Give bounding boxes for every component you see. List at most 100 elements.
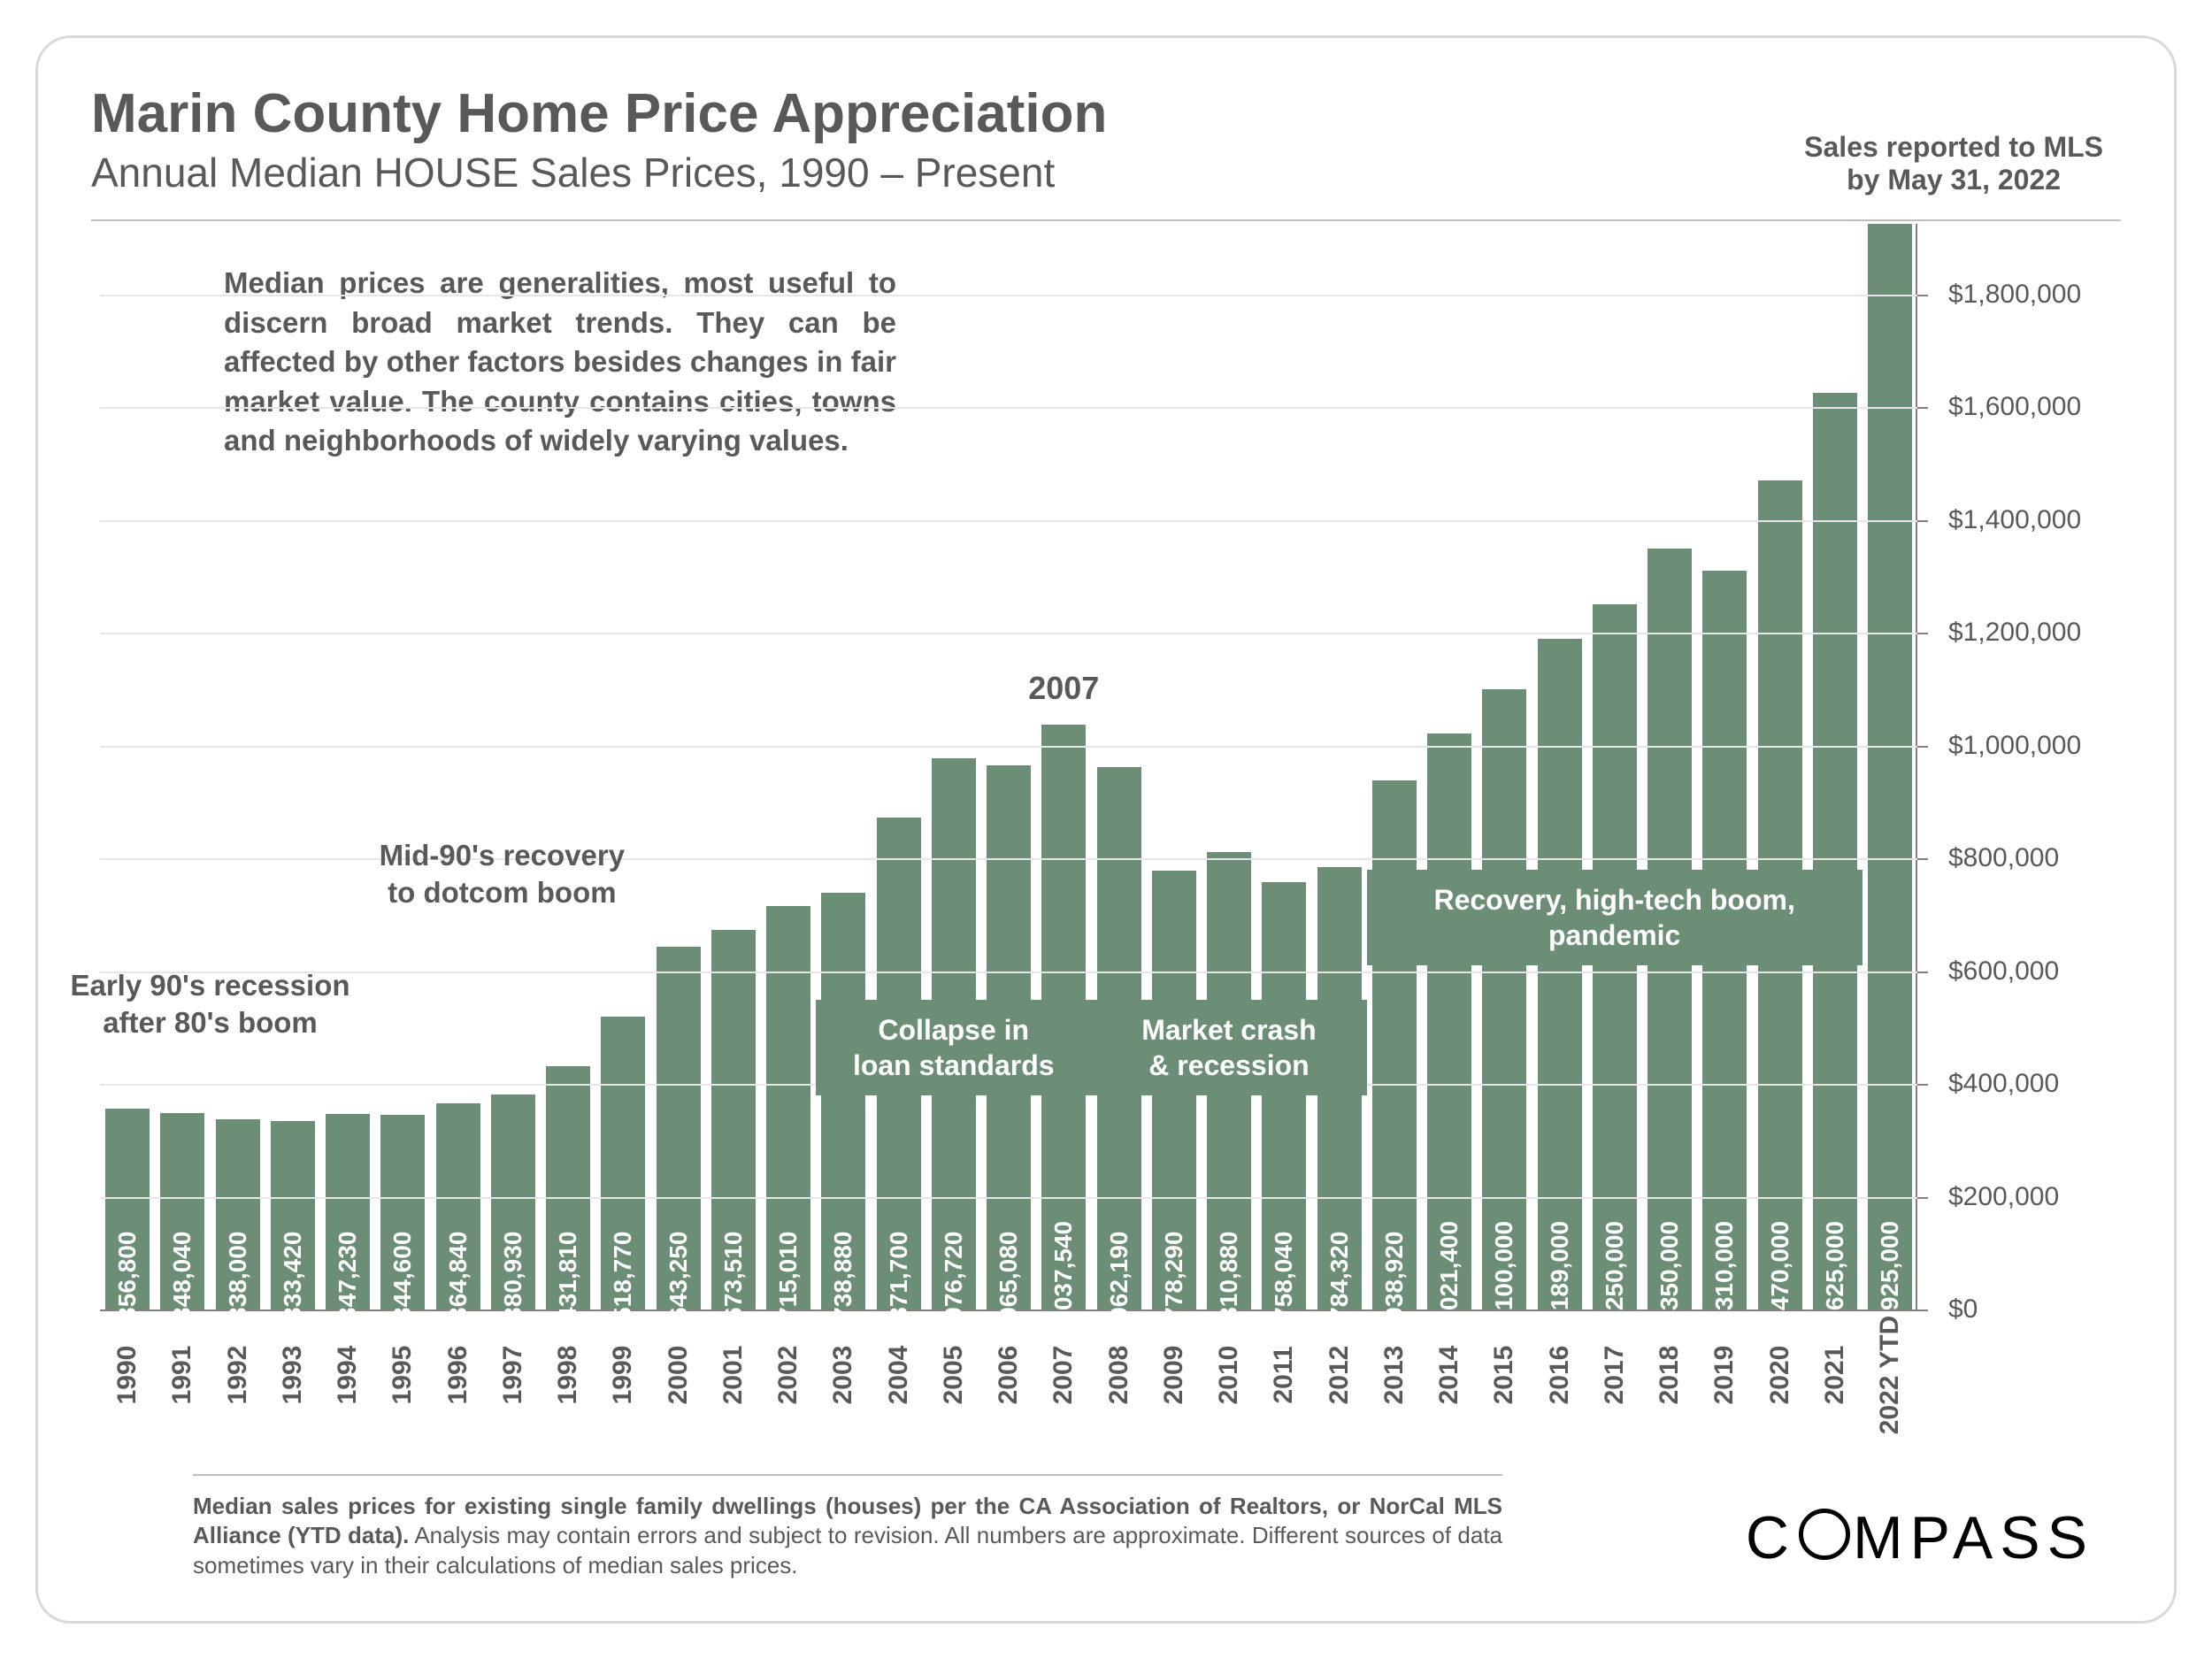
x-label-slot: 2000 <box>651 1320 706 1417</box>
bar: $758,040 <box>1262 882 1306 1310</box>
bar: $364,840 <box>436 1103 480 1310</box>
chart-area: $356,800$348,040$338,000$333,420$347,230… <box>100 224 2112 1409</box>
y-tick-label: $600,000 <box>1948 956 2059 987</box>
bar: $1,100,000 <box>1482 689 1526 1310</box>
bar-slot: $1,189,000 <box>1532 224 1587 1310</box>
x-label-slot: 2008 <box>1092 1320 1147 1417</box>
x-label-slot: 2002 <box>761 1320 816 1417</box>
bar-value-label: $784,320 <box>1325 1232 1354 1335</box>
bars-container: $356,800$348,040$338,000$333,420$347,230… <box>100 224 1917 1310</box>
x-axis-label: 2020 <box>1765 1346 1795 1405</box>
x-label-slot: 1999 <box>595 1320 650 1417</box>
bar-slot: $344,600 <box>375 224 430 1310</box>
bar-slot: $976,720 <box>926 224 981 1310</box>
bar: $1,021,400 <box>1427 733 1471 1310</box>
y-tick-mark <box>1917 972 1928 973</box>
x-axis-label: 1992 <box>223 1346 253 1405</box>
x-axis-label: 2010 <box>1214 1346 1244 1405</box>
header: Marin County Home Price Appreciation Ann… <box>91 82 2121 221</box>
bar-value-label: $344,600 <box>388 1232 417 1335</box>
bar-slot: $1,100,000 <box>1477 224 1532 1310</box>
bar: $344,600 <box>380 1115 425 1310</box>
x-axis-label: 1995 <box>388 1346 418 1405</box>
bar-slot: $938,920 <box>1367 224 1422 1310</box>
grid-line <box>100 746 1917 748</box>
x-axis-label: 1990 <box>112 1346 142 1405</box>
y-tick-label: $400,000 <box>1948 1069 2059 1099</box>
bar-value-label: $518,770 <box>609 1232 637 1335</box>
x-axis-label: 2003 <box>828 1346 858 1405</box>
x-label-slot: 2019 <box>1697 1320 1752 1417</box>
annotation-note: Mid-90's recovery to dotcom boom <box>380 837 626 910</box>
bar-slot: $965,080 <box>981 224 1036 1310</box>
x-label-slot: 1990 <box>100 1320 155 1417</box>
x-label-slot: 1996 <box>431 1320 486 1417</box>
x-axis-label: 2005 <box>939 1346 969 1405</box>
grid-line <box>100 520 1917 522</box>
bar-value-label: $380,930 <box>499 1232 527 1335</box>
bar: $738,880 <box>821 893 865 1310</box>
y-tick-label: $1,200,000 <box>1948 618 2081 648</box>
x-axis-label: 1997 <box>498 1346 528 1405</box>
bar-slot: $1,470,000 <box>1753 224 1808 1310</box>
bar-value-label: $673,510 <box>719 1232 748 1335</box>
x-label-slot: 2003 <box>816 1320 871 1417</box>
x-label-slot: 2021 <box>1808 1320 1863 1417</box>
x-axis-label: 2009 <box>1159 1346 1189 1405</box>
x-axis-label: 2002 <box>773 1346 803 1405</box>
bar-value-label: $347,230 <box>334 1232 362 1335</box>
x-axis-label: 2014 <box>1434 1346 1464 1405</box>
y-tick-label: $1,000,000 <box>1948 731 2081 761</box>
x-axis-label: 2000 <box>664 1346 694 1405</box>
logo-letter-c: C <box>1746 1503 1796 1572</box>
bar: $1,625,000 <box>1813 393 1857 1310</box>
bar-value-label: $965,080 <box>995 1232 1023 1335</box>
y-tick-mark <box>1917 858 1928 860</box>
x-axis-label: 1998 <box>553 1346 583 1405</box>
bar: $333,420 <box>271 1121 315 1310</box>
x-axis-label: 1994 <box>333 1346 363 1405</box>
y-tick-label: $0 <box>1948 1294 1978 1325</box>
bar-value-label: $338,000 <box>224 1232 252 1335</box>
x-axis-label: 2017 <box>1600 1346 1630 1405</box>
plot-area: $356,800$348,040$338,000$333,420$347,230… <box>100 224 1917 1311</box>
chart-frame: Marin County Home Price Appreciation Ann… <box>35 35 2177 1624</box>
bar-slot: $810,880 <box>1202 224 1256 1310</box>
x-label-slot: 1998 <box>541 1320 595 1417</box>
bar-slot: $431,810 <box>541 224 595 1310</box>
bar: $338,000 <box>216 1119 260 1310</box>
x-label-slot: 1993 <box>265 1320 320 1417</box>
bar: $347,230 <box>326 1114 370 1310</box>
bar-value-label: $715,010 <box>774 1232 803 1335</box>
x-axis-label: 1993 <box>278 1346 308 1405</box>
bar-value-label: $431,810 <box>554 1232 582 1335</box>
x-label-slot: 2013 <box>1367 1320 1422 1417</box>
x-label-slot: 2006 <box>981 1320 1036 1417</box>
y-tick-label: $800,000 <box>1948 843 2059 873</box>
x-axis-label: 2007 <box>1048 1346 1079 1405</box>
bar-value-label: $976,720 <box>940 1232 968 1335</box>
bar: $518,770 <box>601 1017 645 1310</box>
logo-ring-icon <box>1799 1509 1850 1560</box>
x-label-slot: 2022 YTD <box>1863 1320 1917 1417</box>
x-label-slot: 2018 <box>1642 1320 1697 1417</box>
footer-note: Median sales prices for existing single … <box>193 1474 1502 1581</box>
bar-slot: $1,250,000 <box>1587 224 1642 1310</box>
date-note: Sales reported to MLS by May 31, 2022 <box>1804 131 2103 196</box>
x-axis-label: 2021 <box>1820 1346 1850 1405</box>
bar: $1,925,000 <box>1868 224 1912 1310</box>
x-axis-label: 2019 <box>1709 1346 1740 1405</box>
bar: $348,040 <box>160 1113 204 1310</box>
bar-slot: $347,230 <box>320 224 375 1310</box>
bar: $715,010 <box>766 906 810 1310</box>
x-label-slot: 2007 <box>1036 1320 1091 1417</box>
bar: $673,510 <box>711 930 756 1310</box>
x-axis-label: 2018 <box>1655 1346 1685 1405</box>
bar-slot: $364,840 <box>431 224 486 1310</box>
y-tick-mark <box>1917 1310 1928 1311</box>
bar-value-label: $738,880 <box>829 1232 857 1335</box>
x-label-slot: 2012 <box>1312 1320 1367 1417</box>
y-tick-mark <box>1917 407 1928 409</box>
logo-letters-rest: MPASS <box>1853 1503 2094 1572</box>
x-label-slot: 2011 <box>1256 1320 1311 1417</box>
